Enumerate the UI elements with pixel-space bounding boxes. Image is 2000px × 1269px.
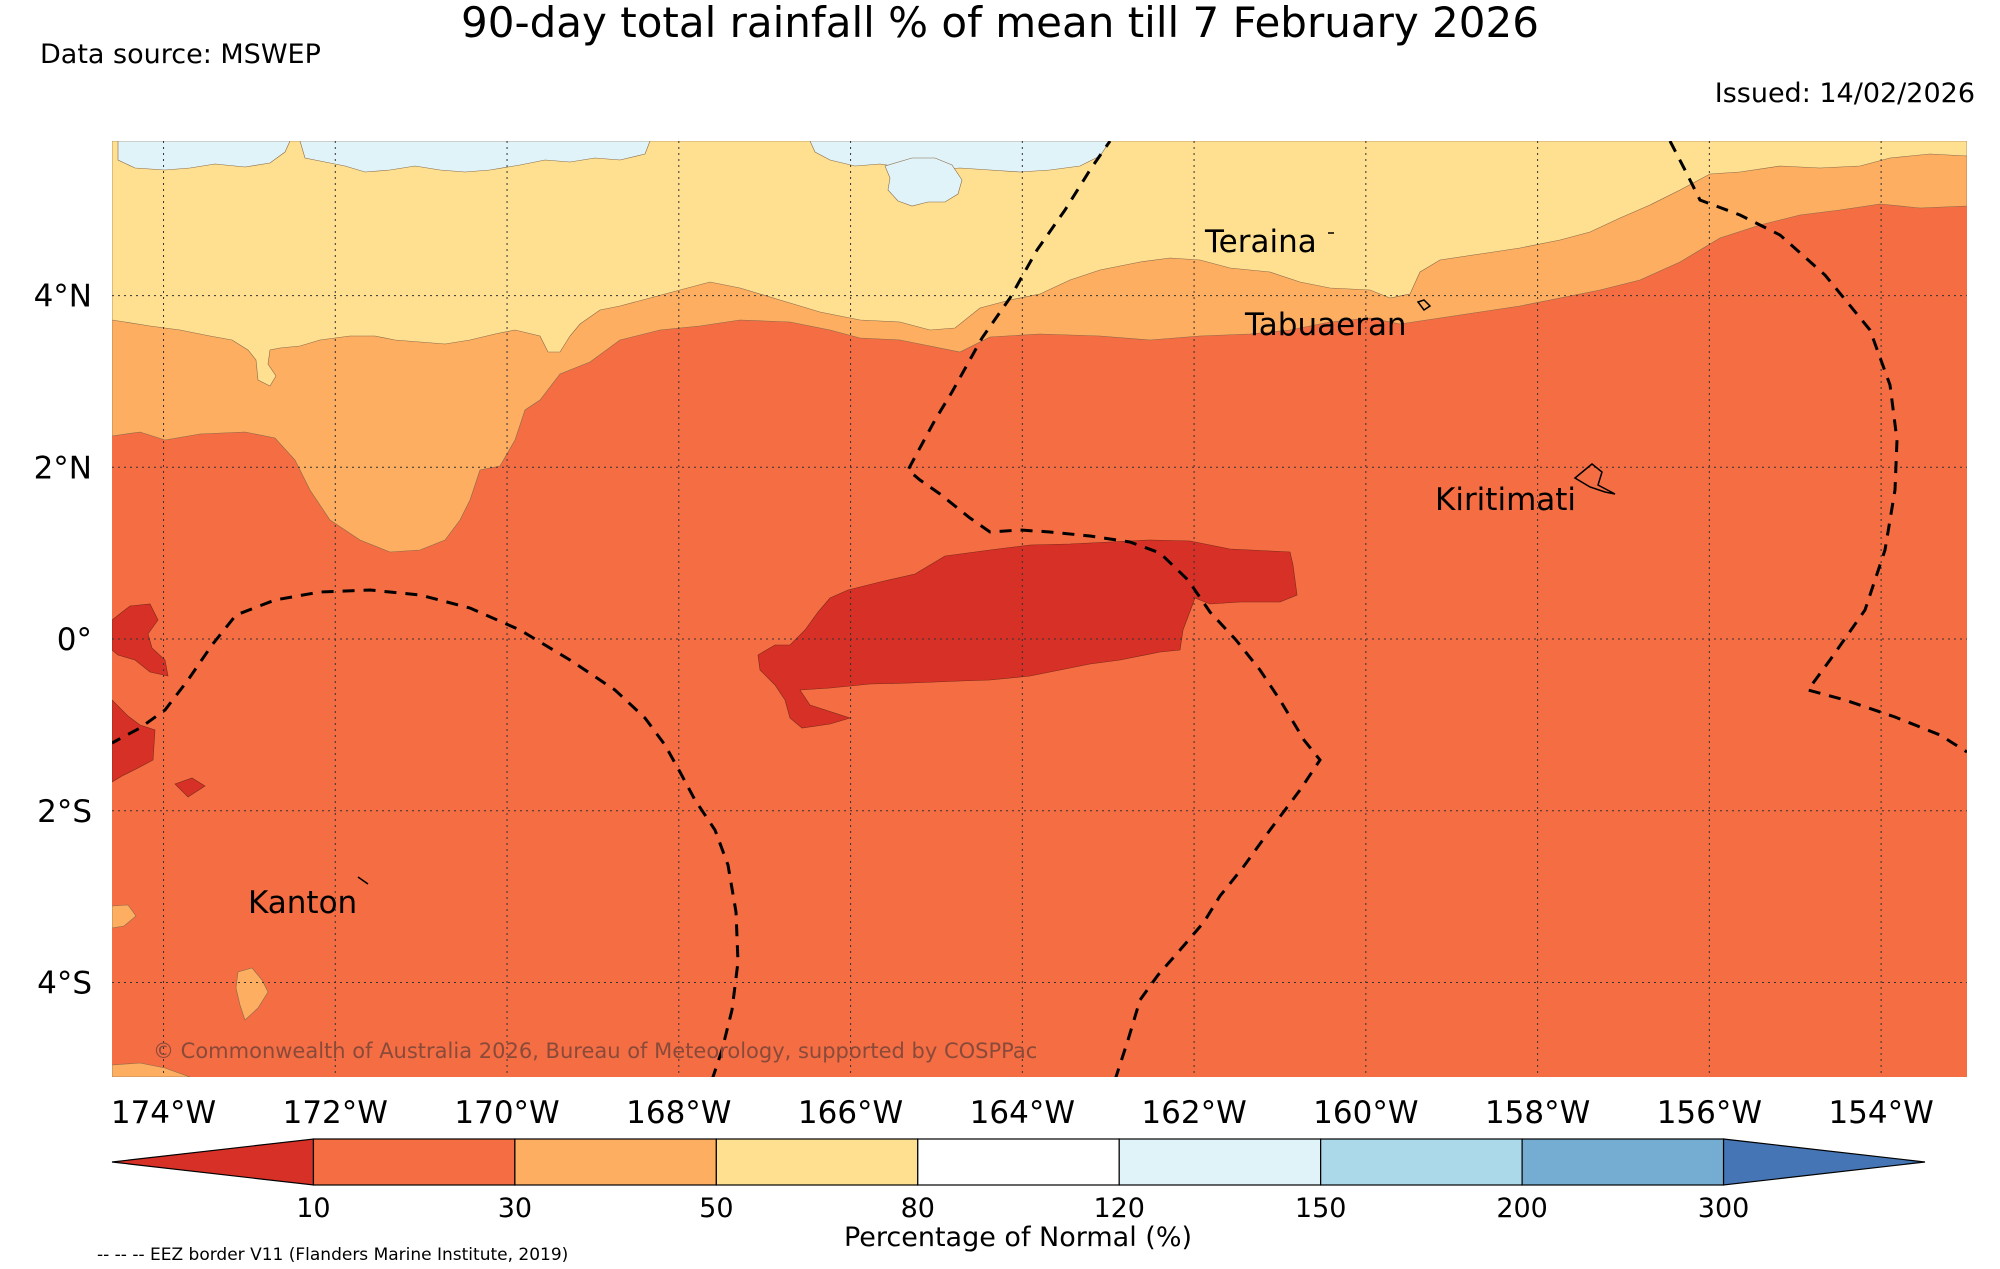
colorbar-segment [715, 1138, 919, 1186]
rainfall-120-150-region [884, 157, 963, 207]
colorbar-tick-label: 30 [498, 1193, 532, 1224]
rainfall-10-30-region [174, 777, 206, 798]
colorbar-title: Percentage of Normal (%) [844, 1222, 1192, 1253]
lat-tick-label: 2°S [37, 794, 92, 830]
rainfall-50-80-region [112, 904, 137, 929]
kiritimati-island-outline [1573, 463, 1616, 495]
rainfall-10-30-region [112, 699, 156, 783]
eez-border-note: -- -- -- EEZ border V11 (Flanders Marine… [97, 1245, 568, 1265]
colorbar-tick-label: 200 [1496, 1193, 1548, 1224]
eez-borders [112, 141, 1967, 1077]
colorbar-segment [1722, 1138, 1926, 1186]
rainfall-120-150-region [299, 141, 651, 173]
lat-tick-label: 2°N [34, 450, 92, 486]
issued-date: Issued: 14/02/2026 [1715, 78, 1975, 109]
place-labels: Teraina Tabuaeran Kiritimati Kanton [248, 224, 1576, 921]
island-outlines [357, 232, 1616, 885]
lon-tick-label: 166°W [798, 1095, 903, 1131]
rainfall-10-30-region [757, 539, 1298, 729]
lon-tick-label: 172°W [283, 1095, 388, 1131]
lon-tick-label: 164°W [970, 1095, 1075, 1131]
lat-tick-label: 4°N [34, 279, 92, 315]
colorbar-tick-label: 50 [699, 1193, 733, 1224]
place-label-kanton: Kanton [248, 885, 357, 921]
lon-tick-label: 168°W [626, 1095, 731, 1131]
lon-tick-label: 160°W [1313, 1095, 1418, 1131]
lon-tick-label: 170°W [454, 1095, 559, 1131]
lat-tick-label: 4°S [37, 966, 92, 1002]
rainfall-80-120-region [112, 141, 1967, 387]
lon-tick-label: 158°W [1485, 1095, 1590, 1131]
colorbar-tick-label: 300 [1698, 1193, 1750, 1224]
colorbar-segment [111, 1138, 315, 1186]
colorbar-legend: 10 30 50 80 120 150 200 300 [111, 1138, 1926, 1224]
colorbar-segment [1521, 1138, 1725, 1186]
axis-tick-labels: 174°W 172°W 170°W 168°W 166°W 164°W 162°W 160°W… [34, 279, 1934, 1131]
colorbar-segment [1320, 1138, 1523, 1186]
lat-tick-label: 0° [57, 622, 92, 658]
colorbar-segment [514, 1138, 717, 1186]
lon-tick-label: 174°W [111, 1095, 216, 1131]
rainfall-50-80-region [112, 1062, 191, 1077]
kanton-island-outline [357, 876, 369, 885]
colorbar-tick-label: 80 [901, 1193, 935, 1224]
eez-border-line [1668, 141, 1967, 754]
lon-tick-label: 154°W [1828, 1095, 1933, 1131]
place-label-tabuaeran: Tabuaeran [1244, 307, 1407, 343]
colorbar-segment [312, 1138, 516, 1186]
colorbar-tick-label: 150 [1295, 1193, 1347, 1224]
map-panel: Teraina Tabuaeran Kiritimati Kanton © Co… [112, 141, 1967, 1077]
graticule [112, 141, 1967, 1077]
tabuaeran-island-outline [1416, 299, 1432, 312]
place-label-teraina: Teraina [1204, 224, 1317, 260]
colorbar-tick-label: 120 [1093, 1193, 1145, 1224]
colorbar-segment [917, 1138, 1120, 1186]
copyright-notice: © Commonwealth of Australia 2026, Bureau… [153, 1039, 1037, 1063]
rainfall-120-150-region [117, 141, 291, 171]
eez-border-line [112, 588, 740, 1077]
lon-tick-label: 162°W [1141, 1095, 1246, 1131]
place-label-kiritimati: Kiritimati [1435, 482, 1576, 518]
rainfall-120-150-region [809, 141, 1111, 173]
figure-title: 90-day total rainfall % of mean till 7 F… [461, 0, 1539, 47]
colorbar-tick-label: 10 [296, 1193, 330, 1224]
colorbar-segment [1118, 1138, 1322, 1186]
lon-tick-label: 156°W [1657, 1095, 1762, 1131]
eez-border-line [906, 141, 1322, 1077]
rainfall-50-80-region [235, 967, 269, 1021]
rainfall-10-30-region [112, 603, 169, 677]
data-source-label: Data source: MSWEP [40, 39, 321, 70]
